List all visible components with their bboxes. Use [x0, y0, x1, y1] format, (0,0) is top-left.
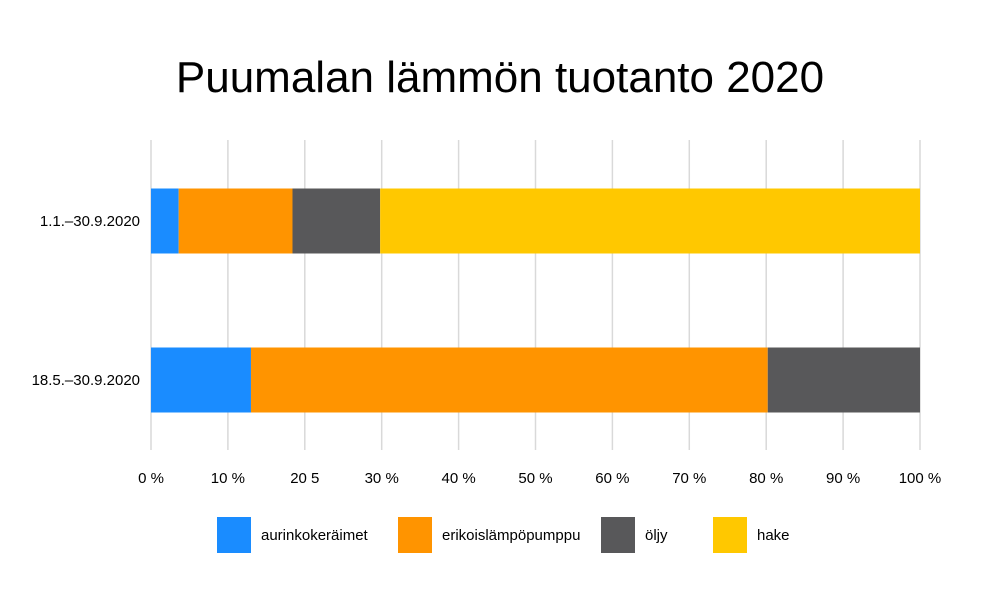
x-tick-labels: 0 % 10 % 20 5 30 % 40 % 50 % 60 % 70 % 80 % 90 % 1…	[138, 470, 941, 487]
category-labels: 1.1.–30.9.2020 18.5.–30.9.2020	[32, 213, 140, 389]
bars	[151, 188, 920, 413]
legend-swatch	[601, 517, 635, 553]
x-tick-label: 20 5	[290, 470, 319, 487]
legend-swatch	[713, 517, 747, 553]
legend: aurinkokeräimet erikoislämpöpumppu öljy hak…	[217, 517, 790, 553]
legend-label: öljy	[645, 527, 668, 544]
x-tick-label: 0 %	[138, 470, 164, 487]
x-tick-label: 90 %	[826, 470, 860, 487]
bar-segment-2-1	[151, 347, 251, 413]
x-tick-label: 60 %	[595, 470, 629, 487]
bar-segment-2-3	[767, 347, 920, 413]
bar-segment-2-2	[250, 347, 768, 413]
bar-segment-1-1	[151, 188, 179, 254]
x-tick-label: 30 %	[365, 470, 399, 487]
legend-label: aurinkokeräimet	[261, 527, 369, 544]
legend-label: hake	[757, 527, 790, 544]
bar-segment-1-4	[380, 188, 920, 254]
category-label: 18.5.–30.9.2020	[32, 372, 140, 389]
legend-swatch	[217, 517, 251, 553]
x-tick-label: 40 %	[441, 470, 475, 487]
bar-segment-1-3	[292, 188, 381, 254]
bar-segment-1-2	[178, 188, 293, 254]
x-tick-label: 10 %	[211, 470, 245, 487]
x-tick-label: 80 %	[749, 470, 783, 487]
legend-swatch	[398, 517, 432, 553]
legend-label: erikoislämpöpumppu	[442, 527, 580, 544]
chart-title: Puumalan lämmön tuotanto 2020	[176, 53, 824, 102]
x-tick-label: 50 %	[518, 470, 552, 487]
x-tick-label: 100 %	[899, 470, 942, 487]
x-tick-label: 70 %	[672, 470, 706, 487]
category-label: 1.1.–30.9.2020	[40, 213, 140, 230]
